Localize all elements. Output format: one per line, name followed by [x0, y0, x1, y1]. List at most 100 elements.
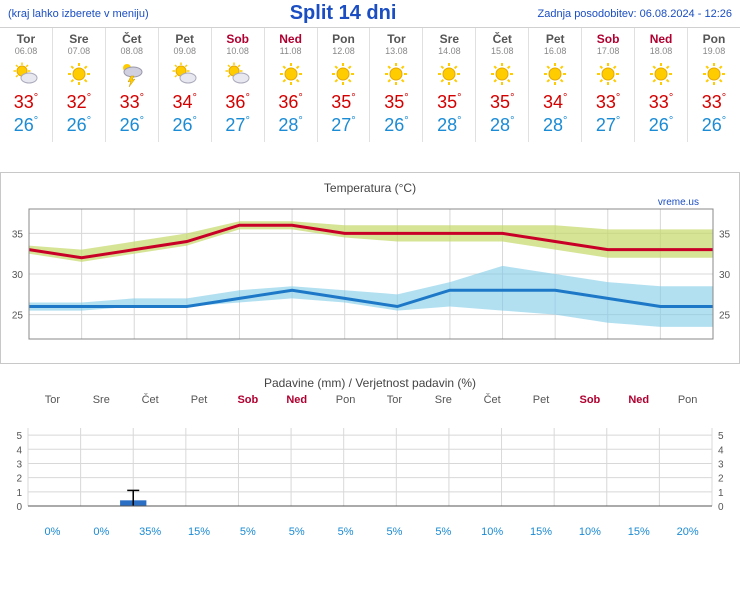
high-temp: 35°: [370, 92, 422, 113]
header: (kraj lahko izberete v meniju) Split 14 …: [0, 0, 740, 27]
precip-day-label: Sob: [223, 394, 272, 406]
day-date: 15.08: [476, 46, 528, 56]
precip-day-label: Sre: [419, 394, 468, 406]
precip-day-label: Tor: [28, 394, 77, 406]
low-temp: 28°: [265, 115, 317, 136]
high-temp: 35°: [423, 92, 475, 113]
svg-text:25: 25: [719, 311, 731, 322]
precip-probability: 15%: [517, 526, 566, 538]
high-temp: 33°: [106, 92, 158, 113]
weather-icon: [370, 60, 422, 88]
day-name: Tor: [0, 32, 52, 46]
day-column: Ned11.08 36°28°: [265, 28, 318, 142]
weather-icon: [53, 60, 105, 88]
svg-text:0: 0: [16, 502, 22, 513]
precip-day-label: Sre: [77, 394, 126, 406]
svg-text:2: 2: [718, 474, 724, 485]
day-name: Čet: [106, 32, 158, 46]
low-temp: 26°: [53, 115, 105, 136]
svg-text:35: 35: [12, 229, 24, 240]
day-date: 09.08: [159, 46, 211, 56]
svg-text:25: 25: [12, 311, 24, 322]
svg-text:1: 1: [16, 488, 22, 499]
weather-icon: [423, 60, 475, 88]
svg-text:0: 0: [718, 502, 724, 513]
high-temp: 33°: [688, 92, 740, 113]
high-temp: 35°: [318, 92, 370, 113]
svg-text:30: 30: [12, 270, 24, 281]
precip-day-label: Čet: [126, 394, 175, 406]
day-column: Pet16.0834°28°: [529, 28, 582, 142]
day-name: Sob: [582, 32, 634, 46]
temperature-chart-section: Temperatura (°C) vreme.us 252530303535: [0, 172, 740, 364]
svg-text:4: 4: [718, 445, 724, 456]
low-temp: 26°: [159, 115, 211, 136]
day-column: Pon19.0833°26°: [688, 28, 740, 142]
weather-icon: [159, 60, 211, 88]
high-temp: 33°: [635, 92, 687, 113]
weather-icon: [529, 60, 581, 88]
precip-probability: 5%: [370, 526, 419, 538]
day-name: Ned: [265, 32, 317, 46]
weather-icon: [635, 60, 687, 88]
day-column: Sre07.0832°26°: [53, 28, 106, 142]
forecast-14day-row: Tor06.0833°26°Sre07.0832°26°Čet08.0833°2…: [0, 27, 740, 142]
day-date: 10.08: [212, 46, 264, 56]
day-column: Tor13.0835°26°: [370, 28, 423, 142]
precipitation-chart-section: Padavine (mm) / Verjetnost padavin (%) T…: [0, 376, 740, 538]
location-menu-note[interactable]: (kraj lahko izberete v meniju): [8, 8, 149, 20]
day-column: Ned18.0833°26°: [635, 28, 688, 142]
precip-chart-title: Padavine (mm) / Verjetnost padavin (%): [0, 376, 740, 390]
day-column: Čet08.08 33°26°: [106, 28, 159, 142]
day-date: 08.08: [106, 46, 158, 56]
precip-day-labels: TorSreČetPetSobNedPonTorSreČetPetSobNedP…: [0, 394, 740, 406]
svg-text:4: 4: [16, 445, 22, 456]
precip-day-label: Pon: [663, 394, 712, 406]
high-temp: 33°: [582, 92, 634, 113]
low-temp: 27°: [318, 115, 370, 136]
svg-text:3: 3: [718, 459, 724, 470]
day-date: 18.08: [635, 46, 687, 56]
day-name: Sre: [423, 32, 475, 46]
day-column: Čet15.0835°28°: [476, 28, 529, 142]
day-name: Sob: [212, 32, 264, 46]
high-temp: 33°: [0, 92, 52, 113]
day-column: Pon12.08 35°27°: [318, 28, 371, 142]
day-name: Pet: [529, 32, 581, 46]
day-date: 11.08: [265, 46, 317, 56]
day-column: Sob17.0833°27°: [582, 28, 635, 142]
day-name: Pon: [318, 32, 370, 46]
low-temp: 26°: [106, 115, 158, 136]
high-temp: 36°: [265, 92, 317, 113]
high-temp: 32°: [53, 92, 105, 113]
low-temp: 27°: [582, 115, 634, 136]
svg-text:2: 2: [16, 474, 22, 485]
precip-probability: 10%: [565, 526, 614, 538]
temperature-chart-svg: 252530303535: [1, 199, 740, 359]
day-date: 12.08: [318, 46, 370, 56]
day-column: Tor06.08 33°26°: [0, 28, 53, 142]
page-title: Split 14 dni: [290, 2, 397, 25]
low-temp: 26°: [0, 115, 52, 136]
day-date: 13.08: [370, 46, 422, 56]
precip-day-label: Pet: [175, 394, 224, 406]
high-temp: 36°: [212, 92, 264, 113]
svg-text:35: 35: [719, 229, 731, 240]
precip-day-label: Čet: [468, 394, 517, 406]
low-temp: 27°: [212, 115, 264, 136]
day-name: Tor: [370, 32, 422, 46]
weather-icon: [0, 60, 52, 88]
high-temp: 34°: [529, 92, 581, 113]
low-temp: 28°: [529, 115, 581, 136]
precip-probability: 5%: [223, 526, 272, 538]
low-temp: 28°: [476, 115, 528, 136]
precip-day-label: Tor: [370, 394, 419, 406]
day-date: 06.08: [0, 46, 52, 56]
precip-day-label: Pon: [321, 394, 370, 406]
day-column: Pet09.0834°26°: [159, 28, 212, 142]
low-temp: 28°: [423, 115, 475, 136]
precip-probability: 35%: [126, 526, 175, 538]
weather-icon: [318, 60, 370, 88]
day-date: 19.08: [688, 46, 740, 56]
svg-text:5: 5: [718, 431, 724, 442]
